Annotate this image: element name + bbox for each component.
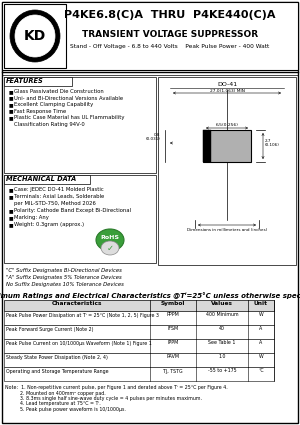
Bar	[4, 175, 156, 263]
Text: Unit: Unit	[254, 301, 268, 306]
Text: IPPM: IPPM	[167, 340, 178, 346]
Bar	[4, 77, 156, 173]
Text: ■: ■	[9, 108, 14, 113]
Text: 27.0(1.063) MIN: 27.0(1.063) MIN	[209, 89, 244, 93]
Bar	[203, 130, 251, 162]
Text: A: A	[260, 340, 262, 346]
Bar	[4, 325, 274, 339]
Bar	[2, 2, 298, 70]
Text: PAVM: PAVM	[167, 354, 179, 360]
Text: Weight: 0.3gram (approx.): Weight: 0.3gram (approx.)	[14, 222, 84, 227]
Text: ■: ■	[9, 89, 14, 94]
Text: Glass Passivated Die Construction: Glass Passivated Die Construction	[14, 89, 104, 94]
Text: W: W	[259, 354, 263, 360]
Text: Uni- and Bi-Directional Versions Available: Uni- and Bi-Directional Versions Availab…	[14, 96, 123, 100]
Text: See Table 1: See Table 1	[208, 340, 236, 346]
Text: Terminals: Axial Leads, Solderable: Terminals: Axial Leads, Solderable	[14, 194, 104, 199]
Bar	[4, 367, 274, 381]
Text: No Suffix Designates 10% Tolerance Devices: No Suffix Designates 10% Tolerance Devic…	[6, 282, 124, 287]
Text: ■: ■	[9, 208, 14, 213]
Bar	[4, 4, 66, 68]
Bar	[158, 77, 296, 265]
Text: ✓: ✓	[106, 244, 113, 252]
Text: ■: ■	[9, 194, 14, 199]
Text: per MIL-STD-750, Method 2026: per MIL-STD-750, Method 2026	[14, 201, 96, 206]
Text: Polarity: Cathode Band Except Bi-Directional: Polarity: Cathode Band Except Bi-Directi…	[14, 208, 131, 213]
Text: Characteristics: Characteristics	[52, 301, 102, 306]
Text: -55 to +175: -55 to +175	[208, 368, 236, 374]
Text: 6.5(0.256): 6.5(0.256)	[216, 123, 238, 127]
Text: "A" Suffix Designates 5% Tolerance Devices: "A" Suffix Designates 5% Tolerance Devic…	[6, 275, 122, 280]
Text: Marking: Any: Marking: Any	[14, 215, 49, 220]
Text: FEATURES: FEATURES	[6, 78, 44, 84]
Text: 4. Lead temperature at 75°C = Tⁱ.: 4. Lead temperature at 75°C = Tⁱ.	[5, 402, 101, 406]
Text: IFSM: IFSM	[167, 326, 178, 332]
Ellipse shape	[10, 10, 60, 62]
Text: TJ, TSTG: TJ, TSTG	[163, 368, 183, 374]
Text: Note:  1. Non-repetitive current pulse, per Figure 1 and derated above Tⁱ = 25°C: Note: 1. Non-repetitive current pulse, p…	[5, 385, 228, 390]
Text: Plastic Case Material has UL Flammability: Plastic Case Material has UL Flammabilit…	[14, 115, 124, 120]
Ellipse shape	[15, 15, 55, 57]
Text: PPPM: PPPM	[167, 312, 179, 317]
Text: RoHS: RoHS	[100, 235, 119, 240]
Text: Values: Values	[211, 301, 233, 306]
Text: Symbol: Symbol	[161, 301, 185, 306]
Text: "C" Suffix Designates Bi-Directional Devices: "C" Suffix Designates Bi-Directional Dev…	[6, 268, 122, 273]
Text: ■: ■	[9, 187, 14, 192]
Text: 400 Minimum: 400 Minimum	[206, 312, 238, 317]
Text: P4KE6.8(C)A  THRU  P4KE440(C)A: P4KE6.8(C)A THRU P4KE440(C)A	[64, 10, 276, 20]
Bar	[4, 339, 274, 353]
Text: 3. 8.3ms single half sine-wave duty cycle = 4 pulses per minutes maximum.: 3. 8.3ms single half sine-wave duty cycl…	[5, 396, 202, 401]
Ellipse shape	[101, 241, 119, 255]
Text: °C: °C	[258, 368, 264, 374]
Text: ■: ■	[9, 96, 14, 100]
Text: DO-41: DO-41	[217, 82, 237, 87]
Text: Peak Pulse Power Dissipation at Tⁱ = 25°C (Note 1, 2, 5) Figure 3: Peak Pulse Power Dissipation at Tⁱ = 25°…	[6, 312, 159, 317]
Text: Steady State Power Dissipation (Note 2, 4): Steady State Power Dissipation (Note 2, …	[6, 354, 108, 360]
Text: 5. Peak pulse power waveform is 10/1000μs.: 5. Peak pulse power waveform is 10/1000μ…	[5, 407, 126, 412]
Text: ■: ■	[9, 215, 14, 220]
Text: Dimensions in millimeters and (inches): Dimensions in millimeters and (inches)	[187, 228, 267, 232]
Bar	[4, 311, 274, 325]
Text: Excellent Clamping Capability: Excellent Clamping Capability	[14, 102, 93, 107]
Text: 1.0: 1.0	[218, 354, 226, 360]
Text: Peak Pulse Current on 10/1000μs Waveform (Note 1) Figure 1: Peak Pulse Current on 10/1000μs Waveform…	[6, 340, 152, 346]
Bar	[4, 77, 72, 86]
Text: ■: ■	[9, 222, 14, 227]
Text: 0.8
(0.031): 0.8 (0.031)	[145, 133, 160, 141]
Bar	[4, 175, 90, 184]
Bar	[203, 130, 211, 162]
Text: A: A	[260, 326, 262, 332]
Text: 40: 40	[219, 326, 225, 332]
Bar	[4, 300, 274, 311]
Text: Operating and Storage Temperature Range: Operating and Storage Temperature Range	[6, 368, 109, 374]
Text: 2. Mounted on 400mm² copper pad.: 2. Mounted on 400mm² copper pad.	[5, 391, 106, 396]
Bar	[4, 353, 274, 367]
Text: ■: ■	[9, 115, 14, 120]
Ellipse shape	[96, 229, 124, 251]
Text: 2.7
(0.106): 2.7 (0.106)	[265, 139, 280, 147]
Text: MECHANICAL DATA: MECHANICAL DATA	[6, 176, 76, 182]
Text: W: W	[259, 312, 263, 317]
Text: TRANSIENT VOLTAGE SUPPRESSOR: TRANSIENT VOLTAGE SUPPRESSOR	[82, 30, 258, 39]
Text: Peak Forward Surge Current (Note 2): Peak Forward Surge Current (Note 2)	[6, 326, 94, 332]
Text: ■: ■	[9, 102, 14, 107]
Text: Stand - Off Voltage - 6.8 to 440 Volts    Peak Pulse Power - 400 Watt: Stand - Off Voltage - 6.8 to 440 Volts P…	[70, 44, 270, 49]
Text: Case: JEDEC DO-41 Molded Plastic: Case: JEDEC DO-41 Molded Plastic	[14, 187, 104, 192]
Text: Maximum Ratings and Electrical Characteristics @Tⁱ=25°C unless otherwise specifi: Maximum Ratings and Electrical Character…	[0, 292, 300, 299]
Text: Fast Response Time: Fast Response Time	[14, 108, 66, 113]
Text: KD: KD	[24, 29, 46, 43]
Text: Classification Rating 94V-0: Classification Rating 94V-0	[14, 122, 85, 127]
